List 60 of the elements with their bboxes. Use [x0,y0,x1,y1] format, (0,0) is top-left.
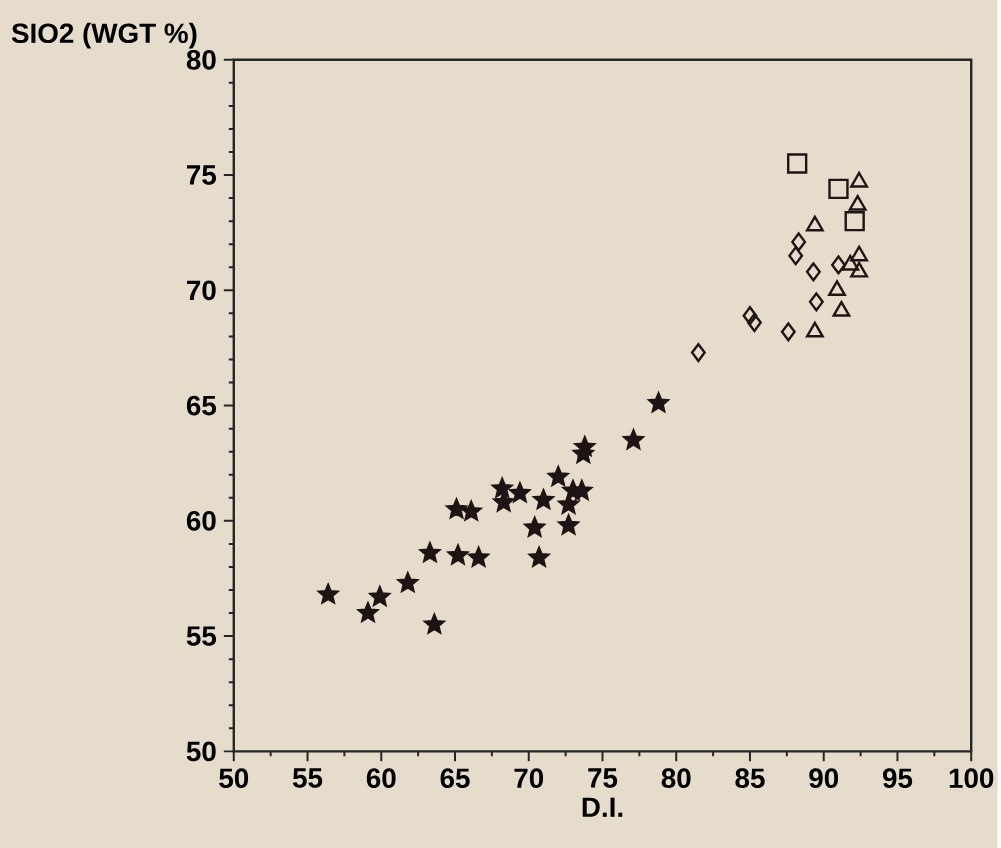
point [446,542,470,566]
point [844,210,865,232]
point [850,261,869,278]
point [850,171,869,188]
x-tick-label: 60 [366,768,396,789]
x-tick-label: 100 [949,768,994,789]
point [841,254,860,271]
y-tick-label: 55 [186,626,217,646]
point [787,153,808,174]
point [419,542,441,563]
point [648,392,669,413]
x-tick-label: 80 [661,768,691,789]
point [493,491,514,512]
x-tick-label: 50 [219,768,249,789]
point [623,429,644,450]
point [805,321,824,338]
point [509,482,531,503]
point [828,178,849,200]
point [805,215,824,232]
point [832,300,851,317]
y-tick-label: 60 [186,510,216,531]
x-axis-title: D.I. [582,797,623,817]
y-tick-label: 75 [187,165,217,185]
point [831,255,846,275]
point [850,245,869,262]
point [788,246,804,266]
point [808,292,824,312]
x-tick-label: 75 [588,768,618,788]
point [491,477,513,498]
point [528,546,550,567]
point [468,546,489,567]
x-tick-label: 95 [882,768,913,789]
point [397,572,419,592]
point [533,489,554,510]
y-tick-label: 70 [187,280,216,301]
point [558,493,579,514]
y-tick-label: 50 [186,741,216,762]
point [571,480,593,500]
point [791,232,807,252]
point [460,500,482,521]
y-tick-label: 80 [186,49,216,70]
point [424,613,445,634]
point [317,583,339,604]
point [524,516,545,537]
point [828,280,846,296]
point [746,313,762,333]
point [547,466,569,486]
x-tick-label: 90 [809,768,839,789]
y-axis-title: SIO2 (WGT %) [11,22,197,49]
point [742,306,758,326]
x-tick-label: 70 [514,768,544,789]
x-tick-label: 55 [292,768,323,788]
x-tick-label: 65 [440,768,470,789]
point [805,262,821,282]
y-tick-label: 65 [186,395,217,416]
point [780,322,796,342]
point [848,194,867,211]
point [357,602,379,622]
x-tick-label: 85 [735,768,765,789]
point [690,342,706,363]
